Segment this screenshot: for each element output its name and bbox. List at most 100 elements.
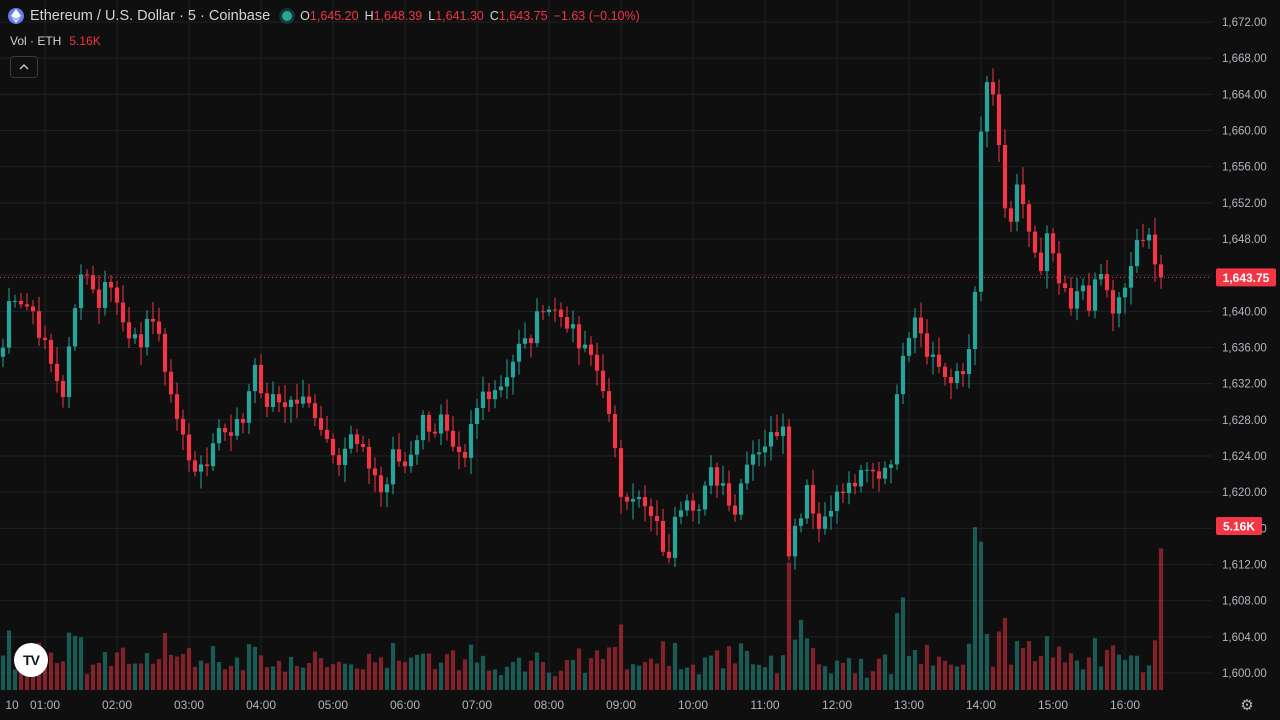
candle	[180, 418, 186, 435]
volume-bar	[666, 665, 672, 690]
candle	[1140, 240, 1146, 242]
candle	[672, 516, 678, 558]
time-tick-label: 10	[5, 698, 19, 712]
candle	[522, 338, 528, 344]
volume-bar	[426, 653, 432, 690]
volume-bar	[1020, 647, 1026, 690]
price-tick-label: 1,608.00	[1222, 596, 1267, 608]
candle	[486, 391, 492, 400]
time-tick-label: 09:00	[606, 698, 636, 712]
volume-bar	[1050, 657, 1056, 690]
candle	[990, 82, 996, 95]
time-tick-label: 02:00	[102, 698, 132, 712]
price-tick-label: 1,652.00	[1222, 198, 1267, 210]
candle	[342, 448, 348, 465]
collapse-legend-button[interactable]	[10, 56, 38, 78]
candle	[390, 449, 396, 485]
volume-bar	[558, 670, 564, 690]
candle	[0, 347, 6, 357]
volume-bar	[360, 669, 366, 690]
candle	[306, 396, 312, 404]
candle	[966, 349, 972, 375]
close-value: 1,643.75	[498, 9, 548, 23]
volume-bar	[738, 643, 744, 690]
volume-bar	[924, 644, 930, 690]
volume-bar	[582, 673, 588, 690]
volume-bar	[132, 663, 138, 690]
volume-bar	[120, 647, 126, 690]
candle	[168, 371, 174, 395]
volume-bar	[240, 670, 246, 690]
volume-bar	[552, 676, 558, 690]
gear-icon[interactable]: ⚙	[1240, 697, 1254, 714]
candle	[708, 467, 714, 486]
volume-bar	[1008, 664, 1014, 690]
candle	[288, 399, 294, 408]
volume-bar	[270, 666, 276, 690]
price-tick-label: 1,620.00	[1222, 487, 1267, 499]
volume-legend[interactable]: Vol · ETH 5.16K	[10, 34, 101, 48]
time-tick-label: 01:00	[30, 698, 60, 712]
volume-bar	[498, 675, 504, 690]
candle	[750, 454, 756, 465]
candle	[828, 510, 834, 517]
candle	[984, 82, 990, 132]
market-status-dot-icon[interactable]	[282, 11, 293, 21]
candle	[66, 346, 72, 397]
candle	[720, 483, 726, 486]
volume-bar	[216, 662, 222, 690]
candle	[264, 393, 270, 407]
volume-bar	[42, 663, 48, 690]
time-axis[interactable]: 10 01:00 02:00 03:00 04:00 05:00 06:00 07:00 08:…	[5, 698, 1140, 712]
price-tick-label: 1,632.00	[1222, 379, 1267, 391]
volume-bar	[312, 651, 318, 690]
price-tick-label: 1,648.00	[1222, 234, 1267, 246]
time-tick-label: 13:00	[894, 698, 924, 712]
candle	[1116, 297, 1122, 314]
symbol-title[interactable]: Ethereum / U.S. Dollar · 5 · Coinbase	[30, 8, 271, 24]
candle	[876, 471, 882, 479]
candle	[702, 485, 708, 510]
volume-bar	[996, 631, 1002, 690]
candle	[768, 432, 774, 447]
volume-bar	[258, 655, 264, 690]
volume-bar	[1014, 641, 1020, 690]
volume-bar	[540, 661, 546, 690]
candle	[588, 344, 594, 355]
candle	[660, 520, 666, 552]
volume-bar	[846, 658, 852, 690]
volume-bar	[246, 644, 252, 690]
symbol-legend[interactable]: Ethereum / U.S. Dollar · 5 · Coinbase O1…	[8, 8, 640, 24]
price-axis[interactable]: 1,600.001,604.001,608.001,612.001,616.00…	[1222, 17, 1267, 680]
volume-bars	[0, 527, 1164, 690]
volume-bar	[822, 666, 828, 690]
ethereum-icon	[8, 8, 24, 24]
candle	[570, 324, 576, 329]
candle	[90, 275, 96, 290]
candle	[42, 337, 48, 340]
volume-bar	[660, 641, 666, 690]
candle	[432, 431, 438, 434]
volume-bar	[150, 663, 156, 690]
volume-bar	[1098, 666, 1104, 690]
volume-bar	[882, 654, 888, 690]
volume-bar	[654, 663, 660, 690]
tradingview-logo-icon[interactable]: TV	[14, 643, 48, 677]
candle	[654, 516, 660, 521]
candle	[312, 403, 318, 419]
candle	[204, 464, 210, 467]
candle	[612, 414, 618, 449]
volume-bar	[102, 652, 108, 690]
candle	[1068, 288, 1074, 309]
candle	[1044, 233, 1050, 272]
volume-bar	[138, 663, 144, 690]
volume-bar	[984, 634, 990, 690]
volume-bar	[642, 661, 648, 690]
volume-bar	[222, 669, 228, 690]
volume-label: Vol · ETH	[10, 34, 62, 48]
candle	[888, 464, 894, 468]
volume-bar	[936, 656, 942, 690]
volume-bar	[534, 652, 540, 690]
candle	[18, 300, 24, 305]
